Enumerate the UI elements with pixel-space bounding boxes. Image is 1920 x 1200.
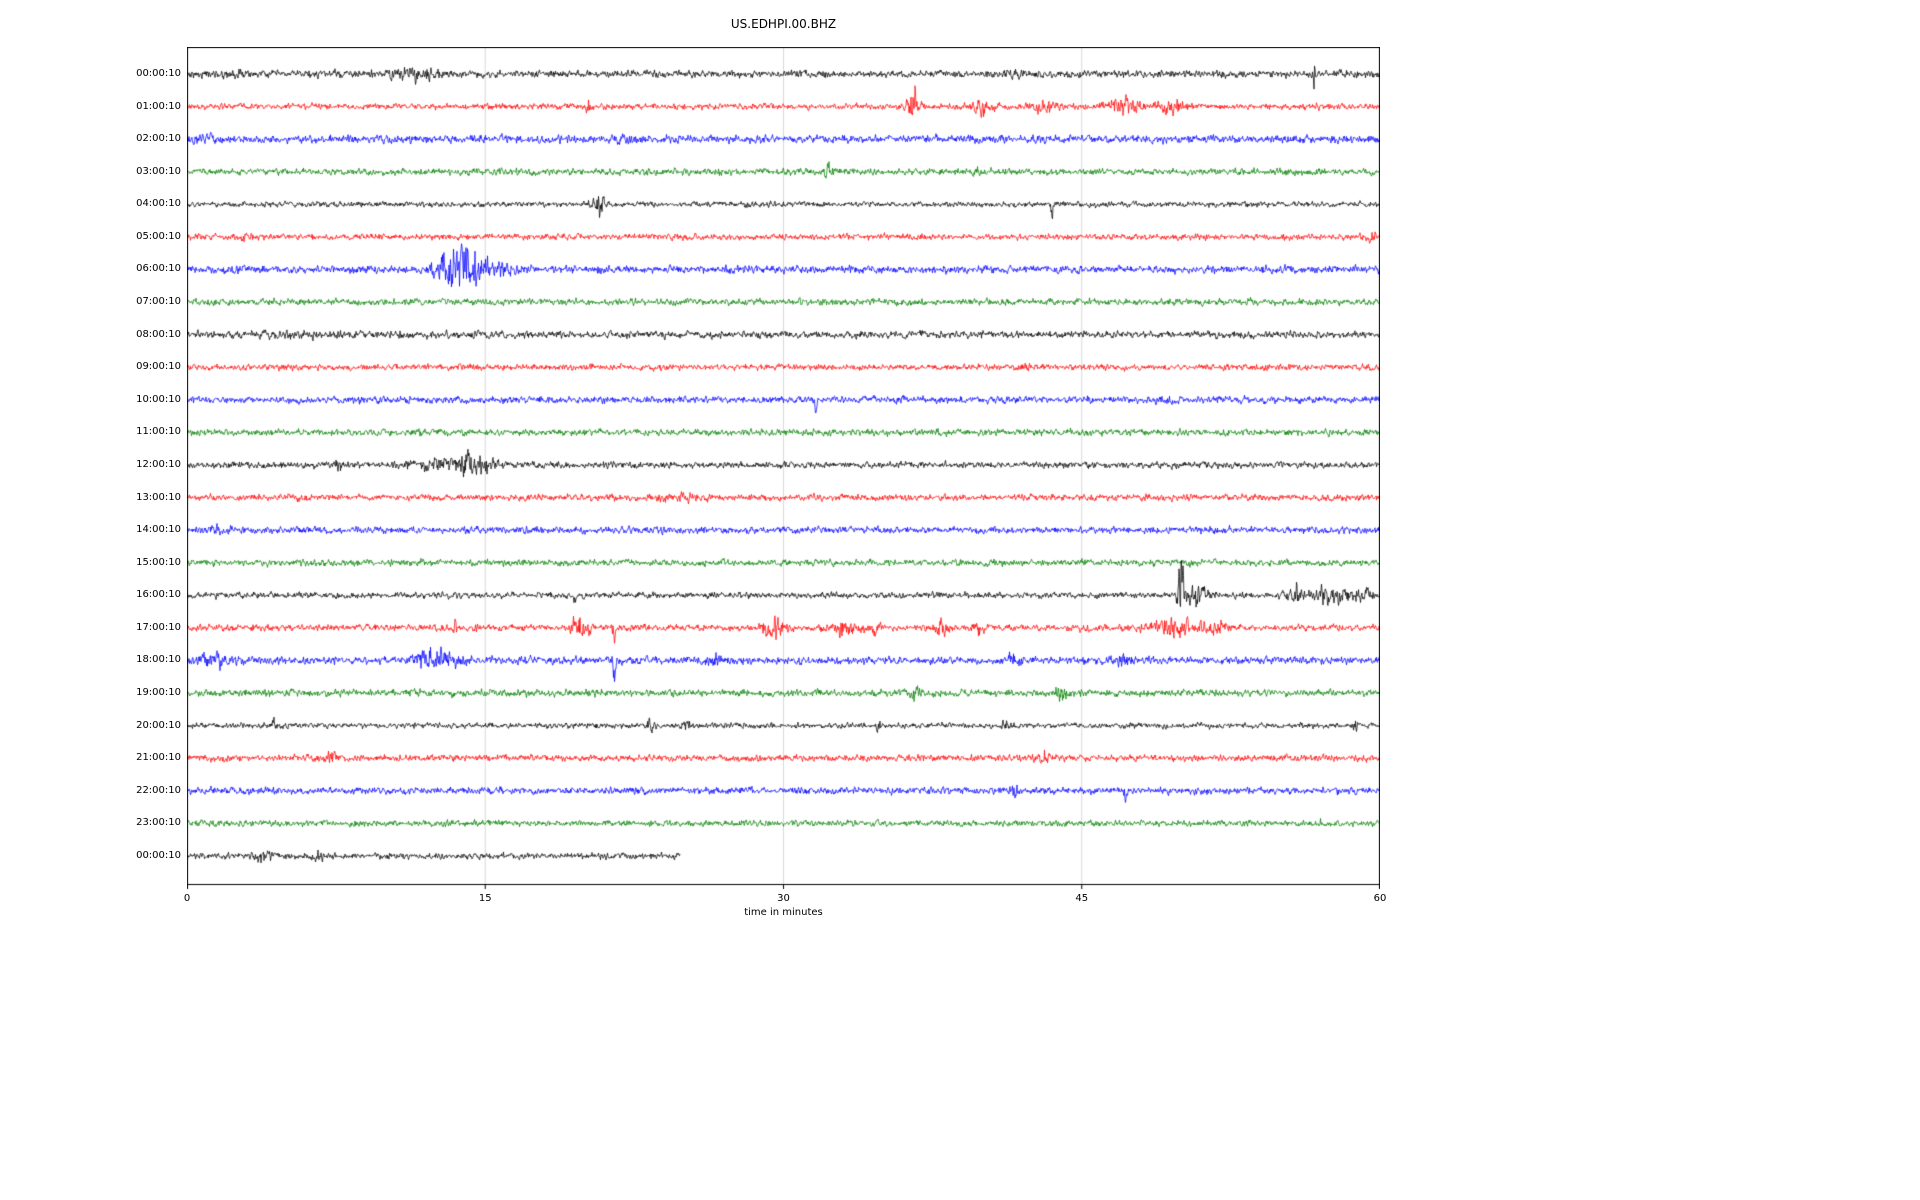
row-time-label: 15:00:10 [136,556,181,568]
row-time-label: 00:00:10 [136,68,181,79]
x-axis-label: time in minutes [744,907,823,918]
row-time-label: 03:00:10 [136,165,181,177]
row-time-label: 18:00:10 [136,654,181,666]
seismogram-canvas [187,47,1380,892]
row-time-label: 02:00:10 [136,133,181,145]
row-time-label: 19:00:10 [136,687,181,699]
x-tick-label: 30 [777,893,790,904]
row-time-label: 09:00:10 [136,361,181,373]
row-time-label: 12:00:10 [136,458,181,470]
row-time-label: 16:00:10 [136,589,181,601]
row-time-label: 00:00:10 [136,849,181,861]
row-time-label: 06:00:10 [136,263,181,275]
plot-title: US.EDHPI.00.BHZ [730,17,837,31]
x-tick-label: 60 [1373,893,1387,904]
row-time-label: 08:00:10 [136,328,181,340]
row-time-label: 14:00:10 [136,524,181,536]
x-tick-label: 0 [183,893,191,904]
x-tick-label: 45 [1075,893,1089,904]
row-time-label: 05:00:10 [136,230,181,242]
row-time-label: 11:00:10 [136,426,181,438]
row-time-label: 21:00:10 [136,752,181,764]
row-time-label: 10:00:10 [136,393,181,405]
row-time-label: 07:00:10 [136,296,181,308]
row-time-label: 01:00:10 [136,100,181,112]
row-time-label: 23:00:10 [136,817,181,829]
x-tick-label: 15 [478,893,492,904]
row-time-label: 17:00:10 [136,621,181,633]
row-time-label: 22:00:10 [136,784,181,796]
row-time-label: 04:00:10 [136,198,181,210]
row-time-label: 20:00:10 [136,719,181,731]
row-time-label: 13:00:10 [136,491,181,503]
